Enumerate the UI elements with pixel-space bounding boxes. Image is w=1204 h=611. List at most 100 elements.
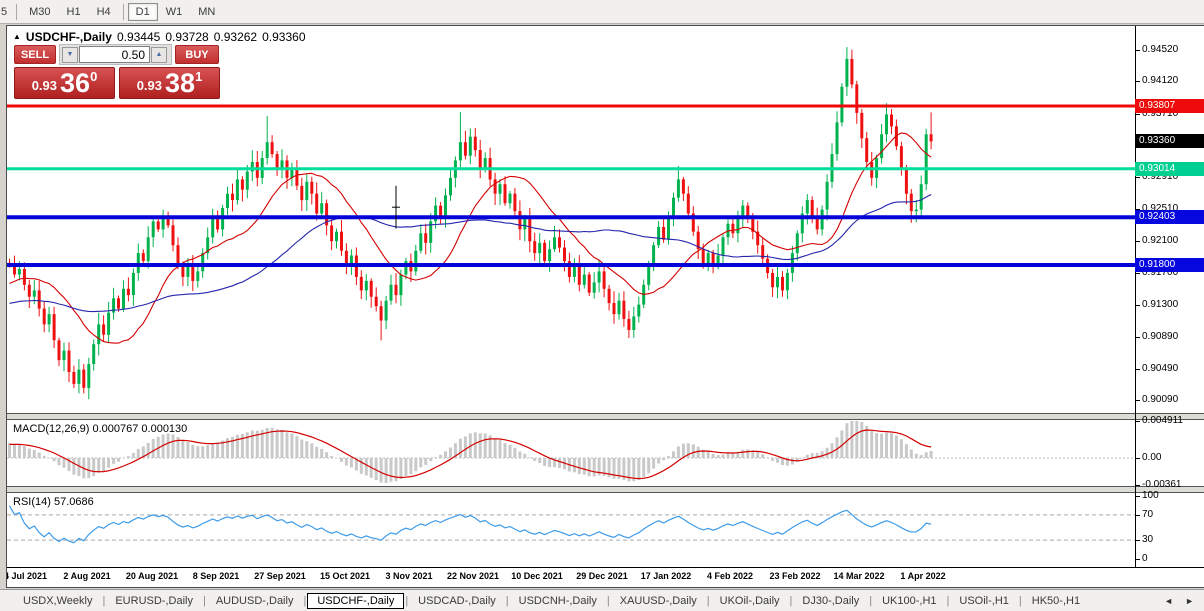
- spinner-up-icon: ▲: [155, 51, 163, 58]
- tab-separator: |: [789, 594, 793, 607]
- chart-bottom-line: [7, 567, 1204, 568]
- price-tick-label: 0.92100: [1142, 235, 1179, 246]
- macd-indicator-label: MACD(12,26,9) 0.000767 0.000130: [13, 423, 188, 435]
- date-label: 20 Aug 2021: [125, 571, 179, 581]
- panel-divider[interactable]: [7, 413, 1204, 420]
- tab-scroll-right-icon[interactable]: ►: [1185, 595, 1194, 606]
- date-label: 15 Oct 2021: [319, 571, 371, 581]
- buy-price-big: 38: [165, 68, 196, 98]
- macd-tick-label: 0.004911: [1142, 415, 1183, 426]
- rsi-canvas[interactable]: [7, 493, 1135, 567]
- chart-tab-eurusd-daily[interactable]: EURUSD-,Daily: [115, 594, 193, 607]
- timeframe-button-m30[interactable]: M30: [29, 5, 51, 18]
- price-chart-canvas[interactable]: [7, 26, 1135, 413]
- macd-canvas[interactable]: [7, 420, 1135, 487]
- collapse-chart-icon[interactable]: ▲: [13, 32, 21, 41]
- rsi-indicator-label: RSI(14) 57.0686: [13, 496, 94, 508]
- tab-separator: |: [303, 594, 307, 607]
- price-tick-label: 0.94520: [1142, 44, 1179, 55]
- rsi-tick-label: 30: [1142, 534, 1154, 545]
- timeframe-toolbar: 5 M30 H1 H4 D1 W1 MN: [0, 0, 1204, 24]
- tab-scroll-arrows: ◄ ►: [1164, 596, 1194, 606]
- buy-price-pipette: 1: [195, 69, 203, 84]
- volume-increase-button[interactable]: ▲: [151, 46, 167, 63]
- toolbar-separator: [16, 3, 18, 20]
- tab-separator: |: [946, 594, 950, 607]
- price-tick-mark: [1135, 273, 1140, 274]
- timeframe-button-h1[interactable]: H1: [66, 5, 81, 18]
- volume-decrease-button[interactable]: ▼: [62, 46, 78, 63]
- macd-tick-mark: [1135, 458, 1140, 459]
- price-tick-mark: [1135, 177, 1140, 178]
- date-label: 29 Dec 2021: [576, 571, 628, 581]
- rsi-tick-mark: [1135, 540, 1140, 541]
- timeframe-button-h4[interactable]: H4: [96, 5, 111, 18]
- toolbar-separator: [122, 3, 124, 20]
- buy-button[interactable]: BUY: [175, 45, 219, 64]
- sell-price-pipette: 0: [90, 69, 98, 84]
- ohlc-low: 0.93262: [213, 30, 258, 44]
- tab-scroll-left-icon[interactable]: ◄: [1164, 595, 1174, 606]
- date-label: 23 Feb 2022: [769, 571, 821, 581]
- chart-tab-audusd-daily[interactable]: AUDUSD-,Daily: [215, 594, 294, 607]
- volume-input[interactable]: [79, 46, 150, 63]
- panel-divider[interactable]: [7, 486, 1204, 493]
- price-tick-mark: [1135, 81, 1140, 82]
- price-tick-label: 0.92910: [1142, 171, 1179, 182]
- date-label: 10 Dec 2021: [511, 571, 563, 581]
- chart-window[interactable]: ▲ USDCHF-,Daily 0.93445 0.93728 0.93262 0.933…: [6, 25, 1204, 588]
- buy-price-tile[interactable]: 0.93 38 1: [119, 67, 220, 99]
- price-tick-mark: [1135, 337, 1140, 338]
- chart-tab-hk50-h1[interactable]: HK50-,H1: [1031, 594, 1081, 607]
- rsi-tick-label: 70: [1142, 509, 1154, 520]
- timeframe-button-mn[interactable]: MN: [198, 5, 216, 18]
- tab-separator: |: [869, 594, 873, 607]
- price-tick-label: 0.91300: [1142, 299, 1179, 310]
- chart-tab-xauusd-daily[interactable]: XAUUSD-,Daily: [619, 594, 697, 607]
- tab-separator: |: [405, 594, 409, 607]
- sell-price-tile[interactable]: 0.93 36 0: [14, 67, 115, 99]
- spinner-down-icon: ▼: [66, 51, 74, 58]
- price-tick-mark: [1135, 305, 1140, 306]
- chart-tab-ukoil-daily[interactable]: UKOil-,Daily: [719, 594, 780, 607]
- date-label: 27 Sep 2021: [254, 571, 306, 581]
- ohlc-high: 0.93728: [165, 30, 209, 44]
- chart-tab-usdx-weekly[interactable]: USDX,Weekly: [23, 594, 93, 607]
- rsi-tick-mark: [1135, 496, 1140, 497]
- buy-price-prefix: 0.93: [136, 78, 163, 93]
- chart-tab-usdchf-daily[interactable]: USDCHF-,Daily: [307, 592, 405, 609]
- date-label: 8 Sep 2021: [192, 571, 240, 581]
- price-axis-separator: [1135, 26, 1136, 568]
- price-level-badge: 0.93360: [1135, 134, 1204, 148]
- tab-separator: |: [102, 594, 106, 607]
- chart-tab-usdcnh-daily[interactable]: USDCNH-,Daily: [518, 594, 597, 607]
- macd-tick-mark: [1135, 485, 1140, 486]
- chart-tab-usoil-h1[interactable]: USOil-,H1: [959, 594, 1009, 607]
- sell-price-big: 36: [60, 68, 91, 98]
- date-label: 3 Nov 2021: [385, 571, 433, 581]
- macd-tick-label: 0.00: [1142, 452, 1162, 463]
- timeframe-button-d1[interactable]: D1: [127, 2, 158, 21]
- date-label: 22 Nov 2021: [446, 571, 500, 581]
- tab-separator: |: [505, 594, 509, 607]
- macd-tick-label: -0.00361: [1142, 479, 1182, 490]
- volume-spinner: ▼ ▲: [59, 44, 172, 65]
- date-label: 14 Jul 2021: [7, 571, 48, 581]
- rsi-tick-label: 0: [1142, 553, 1148, 564]
- chart-tab-dj30-daily[interactable]: DJ30-,Daily: [802, 594, 860, 607]
- chart-tab-usdcad-daily[interactable]: USDCAD-,Daily: [418, 594, 496, 607]
- date-label: 14 Mar 2022: [833, 571, 885, 581]
- timeframe-button-w1[interactable]: W1: [165, 5, 183, 18]
- timeframe-button-m5-partial[interactable]: 5: [1, 5, 8, 18]
- macd-tick-mark: [1135, 421, 1140, 422]
- price-tick-label: 0.91700: [1142, 267, 1179, 278]
- price-tick-label: 0.94120: [1142, 75, 1179, 86]
- price-tick-label: 0.90490: [1142, 363, 1179, 374]
- date-label: 2 Aug 2021: [63, 571, 111, 581]
- ohlc-open: 0.93445: [116, 30, 161, 44]
- sell-button[interactable]: SELL: [14, 45, 56, 64]
- price-level-badge: 0.91800: [1135, 258, 1204, 272]
- chart-tab-uk100-h1[interactable]: UK100-,H1: [882, 594, 937, 607]
- price-level-badge: 0.92403: [1135, 210, 1204, 224]
